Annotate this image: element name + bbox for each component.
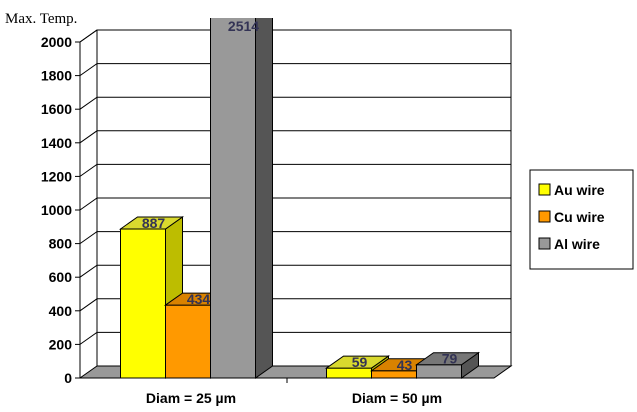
data-label: 43	[397, 357, 413, 373]
gridline	[79, 231, 511, 245]
gridline	[79, 63, 511, 77]
data-label: 2514	[228, 18, 259, 34]
gridline	[79, 298, 511, 312]
bar-front	[120, 228, 166, 379]
y-tick-label: 1400	[41, 135, 72, 151]
y-tick-label: 0	[64, 370, 72, 386]
y-tick-label: 1200	[41, 168, 72, 184]
y-tick-label: 600	[49, 269, 73, 285]
gridline	[79, 130, 511, 144]
legend-label: Cu wire	[554, 209, 605, 225]
legend-swatch	[538, 183, 551, 196]
gridline	[79, 197, 511, 211]
category-label: Diam = 50 µm	[352, 390, 442, 406]
legend-swatch	[538, 237, 551, 250]
y-tick-label: 2000	[41, 34, 72, 50]
data-label: 887	[142, 215, 166, 231]
data-label: 59	[352, 354, 368, 370]
y-axis-title: Max. Temp.	[5, 11, 77, 27]
bar-top	[414, 352, 481, 366]
bar-top	[324, 355, 391, 369]
bar	[414, 351, 481, 379]
y-tick-label: 1000	[41, 202, 72, 218]
bar-side	[255, 18, 273, 379]
bar	[118, 216, 185, 379]
bar-top	[118, 216, 185, 230]
legend-label: Al wire	[554, 236, 600, 252]
legend-item: Cu wire	[538, 209, 605, 225]
gridline	[79, 96, 511, 110]
gridlines	[79, 29, 512, 367]
y-axis-top-edge	[79, 29, 98, 43]
y-tick-label: 400	[49, 303, 73, 319]
bar-front	[165, 304, 211, 379]
category-label: Diam = 25 µm	[146, 390, 236, 406]
legend: Au wire Cu wire Al wire	[529, 169, 634, 270]
data-labels: 887 434 2514 59 43 79	[142, 18, 458, 373]
legend-swatch	[538, 210, 551, 223]
y-tick-label: 1600	[41, 101, 72, 117]
gridline	[79, 331, 511, 345]
gridline	[79, 163, 511, 177]
legend-label: Au wire	[554, 182, 605, 198]
y-tick-label: 200	[49, 336, 73, 352]
legend-item: Au wire	[538, 182, 605, 198]
category-labels: Diam = 25 µm Diam = 50 µm	[146, 390, 442, 406]
data-label: 79	[442, 351, 458, 367]
y-tick-labels: 0 200 400 600 800 1000 1200 1400 1600 1800 2000	[41, 34, 72, 386]
y-tick-label: 1800	[41, 68, 72, 84]
gridline	[79, 264, 511, 278]
y-tick-label: 800	[49, 236, 73, 252]
bar	[210, 18, 273, 379]
bars	[118, 18, 481, 379]
bar-front	[210, 18, 256, 379]
legend-item: Al wire	[538, 236, 600, 252]
data-label: 434	[187, 291, 211, 307]
